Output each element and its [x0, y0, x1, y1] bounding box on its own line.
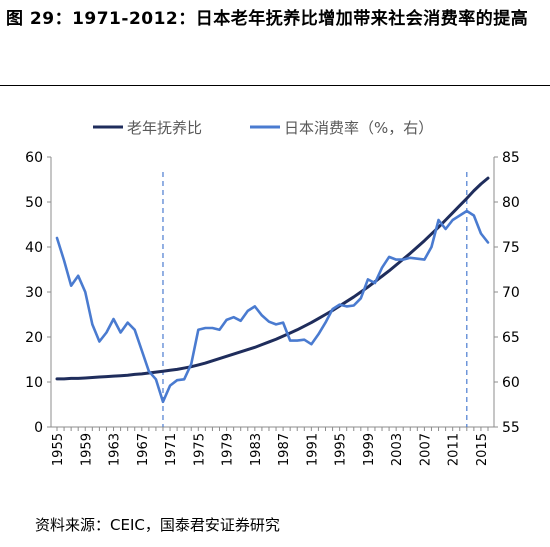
x-tick-label: 1967: [136, 433, 151, 466]
source-note: 资料来源：CEIC，国泰君安证券研究: [35, 516, 280, 534]
y-right-tick-label: 80: [502, 195, 520, 211]
series-lines: [55, 176, 490, 404]
x-tick-label: 2007: [418, 433, 433, 466]
y-right-tick-label: 70: [502, 285, 520, 301]
legend-label-consumption-rate: 日本消费率（%，右）: [284, 119, 433, 137]
series-line-dependency-ratio: [55, 176, 490, 381]
y-right-tick-label: 60: [502, 375, 520, 391]
x-tick-label: 1963: [108, 433, 123, 466]
y-left-tick-label: 20: [25, 330, 43, 346]
legend: 老年抚养比 日本消费率（%，右）: [93, 119, 433, 137]
x-tick-label: 2015: [475, 433, 490, 466]
y-left-tick-label: 60: [25, 150, 43, 166]
x-tick-label: 2003: [390, 433, 405, 466]
x-tick-label: 1995: [334, 433, 349, 466]
x-tick-label: 1975: [192, 433, 207, 466]
x-tick-label: 1955: [51, 433, 66, 466]
x-tick-label: 1979: [221, 433, 236, 466]
title-divider: [0, 85, 550, 86]
x-tick-label: 1971: [164, 433, 179, 466]
series-line-consumption-rate: [55, 209, 490, 404]
y-right-tick-label: 75: [502, 240, 520, 256]
y-left-tick-label: 10: [25, 375, 43, 391]
legend-label-dependency-ratio: 老年抚养比: [127, 119, 202, 137]
x-tick-label: 1983: [249, 433, 264, 466]
x-tick-label: 1959: [79, 433, 94, 466]
y-right-tick-label: 65: [502, 330, 520, 346]
y-left-tick-label: 40: [25, 240, 43, 256]
x-tick-label: 2011: [447, 433, 462, 466]
y-left-tick-label: 50: [25, 195, 43, 211]
y-left-tick-label: 0: [34, 420, 43, 436]
x-tick-label: 1999: [362, 433, 377, 466]
chart-title: 图 29：1971-2012：日本老年抚养比增加带来社会消费率的提高: [6, 9, 529, 29]
x-tick-label: 1991: [305, 433, 320, 466]
y-right-tick-label: 55: [502, 420, 520, 436]
x-tick-label: 1987: [277, 433, 292, 466]
axes: 0 10 20 30 40 50 60 55 60 65 70 75 80 85 1955 1959 1963 1…: [25, 150, 520, 466]
reference-lines: [162, 172, 468, 427]
y-left-tick-label: 30: [25, 285, 43, 301]
y-right-tick-label: 85: [502, 150, 520, 166]
